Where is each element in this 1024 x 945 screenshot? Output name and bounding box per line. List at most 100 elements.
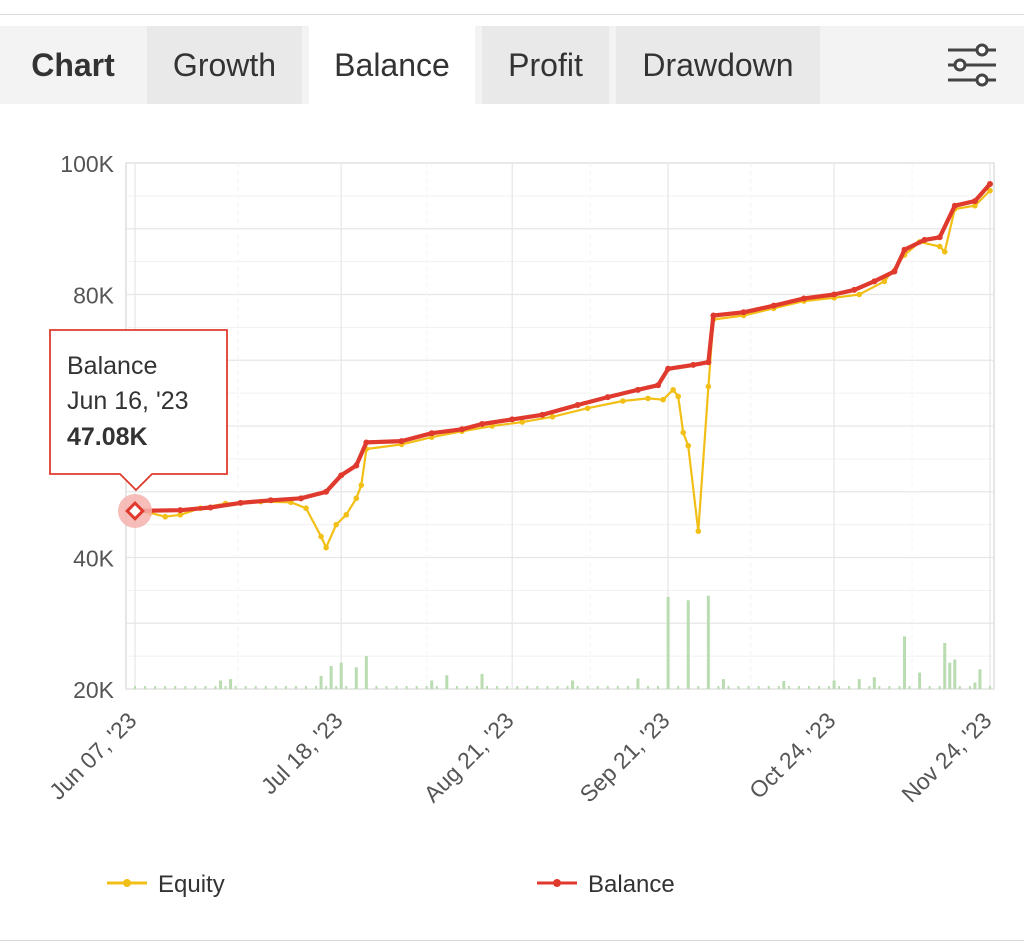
equity-point [705, 383, 712, 390]
volume-bar [953, 659, 957, 689]
legend-equity[interactable]: Equity [107, 871, 225, 898]
volume-bar [978, 669, 982, 689]
x-tick-label: Sep 21, '23 [574, 707, 674, 807]
equity-point [685, 442, 692, 449]
legend-balance[interactable]: Balance [537, 871, 675, 898]
volume-bar-baseline [264, 686, 267, 689]
y-tick-label: 40K [73, 546, 115, 572]
volume-bars [134, 595, 991, 689]
equity-point [343, 511, 350, 518]
volume-bar-baseline [626, 686, 629, 689]
volume-bar-baseline [465, 686, 468, 689]
volume-bar-baseline [978, 686, 981, 689]
volume-bar-baseline [486, 686, 489, 689]
balance-point [971, 198, 978, 205]
volume-bar-baseline [506, 686, 509, 689]
volume-bar-baseline [234, 686, 237, 689]
volume-bar-baseline [777, 686, 780, 689]
balance-point [740, 309, 747, 316]
volume-bar-baseline [687, 686, 690, 689]
volume-bar-baseline [928, 686, 931, 689]
x-tick-label: Nov 24, '23 [896, 707, 996, 807]
volume-bar-baseline [807, 686, 810, 689]
volume-bar-baseline [254, 686, 257, 689]
volume-bar-baseline [164, 686, 167, 689]
volume-bar [948, 662, 952, 689]
volume-bar-baseline [878, 686, 881, 689]
volume-bar [339, 662, 343, 689]
balance-point [267, 497, 274, 504]
balance-series [132, 181, 993, 514]
equity-point [987, 187, 993, 194]
volume-bar-baseline [516, 686, 519, 689]
balance-point [690, 361, 697, 368]
equity-point [936, 243, 943, 250]
filter-settings-button[interactable] [944, 38, 1000, 94]
volume-bar-baseline [305, 686, 307, 689]
y-tick-label: 80K [73, 283, 115, 309]
equity-point [318, 533, 324, 540]
volume-bar [903, 636, 906, 689]
volume-bar-baseline [435, 686, 438, 689]
balance-point [665, 365, 672, 372]
equity-point [162, 513, 168, 520]
volume-bar-baseline [697, 686, 700, 689]
volume-bar-baseline [848, 686, 851, 689]
equity-point [670, 387, 676, 393]
equity-point [519, 419, 526, 425]
volume-bar [666, 596, 670, 689]
equity-point [584, 405, 591, 412]
volume-bar-baseline [274, 686, 277, 689]
volume-bar-baseline [144, 686, 147, 689]
tab-chart[interactable]: Chart [31, 46, 115, 83]
balance-point [539, 411, 546, 418]
volume-bar-baseline [315, 686, 318, 689]
volume-bar [229, 679, 233, 689]
volume-bar [430, 680, 434, 689]
tab-drawdown[interactable]: Drawdown [616, 26, 820, 104]
volume-bar-baseline [224, 686, 227, 689]
volume-bar-baseline [244, 686, 247, 689]
volume-bar-baseline [948, 686, 951, 689]
volume-bar [480, 673, 484, 689]
equity-point [333, 521, 339, 528]
balance-point [353, 462, 360, 469]
volume-bar-baseline [707, 686, 710, 689]
volume-bar-baseline [546, 686, 549, 689]
volume-bar-baseline [284, 686, 287, 689]
balance-point [831, 291, 838, 298]
volume-bar-baseline [596, 686, 599, 689]
tab-balance[interactable]: Balance [309, 26, 475, 104]
highlight-point[interactable] [125, 501, 145, 521]
y-tick-label: 100K [60, 151, 114, 177]
volume-bar-baseline [365, 686, 368, 689]
balance-point [634, 386, 641, 393]
volume-bar-baseline [797, 686, 800, 689]
tab-profit[interactable]: Profit [482, 26, 609, 104]
tooltip-date: Jun 16, '23 [67, 387, 189, 415]
volume-bar-baseline [747, 686, 750, 689]
balance-point [177, 507, 184, 514]
tab-growth[interactable]: Growth [147, 26, 302, 104]
volume-bar-baseline [335, 686, 338, 689]
volume-bar-baseline [888, 686, 891, 689]
volume-bar [636, 678, 640, 689]
equity-point [353, 495, 360, 502]
volume-bar [686, 600, 690, 689]
top-divider [0, 14, 1024, 15]
volume-bar-baseline [154, 686, 157, 689]
volume-bar-baseline [294, 686, 297, 689]
volume-bar-baseline [576, 686, 579, 689]
legend-balance-marker [553, 879, 561, 887]
volume-bar-baseline [204, 686, 207, 689]
volume-bar-baseline [375, 686, 378, 689]
balance-point [655, 382, 662, 389]
equity-point [645, 395, 651, 402]
y-tick-label: 20K [73, 677, 115, 703]
volume-bar-baseline [476, 686, 478, 689]
tooltip-value: 47.08K [67, 423, 148, 451]
volume-bar-baseline [828, 686, 831, 689]
volume-bar-baseline [415, 686, 418, 689]
balance-point [237, 499, 244, 506]
equity-point [856, 291, 863, 298]
